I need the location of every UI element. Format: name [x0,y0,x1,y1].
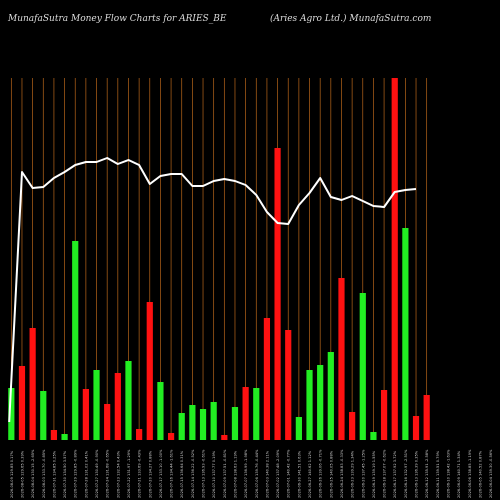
money-flow-bar [380,390,388,440]
x-tick-label: 2026-06-10 138.42 -1.63% [447,449,451,498]
price-line [8,157,417,423]
money-flow-bar [210,402,217,440]
price-line-path [8,157,417,423]
x-tick-label: 2026-07-30 134.50 3.57% [63,450,67,498]
bars [8,78,430,440]
money-flow-bar [370,432,377,440]
x-tick-label: 2026-08-03 133.70 -0.85% [42,449,46,498]
x-tick-label: 2026-07-07 136.99 -1.98% [244,449,248,498]
x-tick-label: 2026-08-05 129.65 0.39% [21,450,25,498]
money-flow-bar [295,417,302,440]
x-tick-label: 2026-07-13 136.93 -0.61% [202,449,206,498]
money-flow-bar [349,412,356,440]
money-flow-bar [263,318,271,440]
x-tick-label: 2026-06-06 138.85 -1.19% [468,449,472,498]
money-flow-bar [72,241,79,440]
money-flow-bar [50,430,58,440]
money-flow-bar [157,382,164,440]
money-flow-bar [231,407,239,440]
x-tick-label: 2026-06-20 137.45 -1.25% [361,449,365,498]
money-flow-bar [242,387,249,440]
x-tick-label: 2026-07-03 140.38 2.11% [265,450,269,498]
money-flow-bar [423,395,430,440]
x-tick-label: 2026-06-04 139.30 -0.56% [489,449,493,498]
money-flow-bar [104,404,111,440]
money-flow-bar [40,391,47,440]
money-flow-bar [114,373,121,440]
x-tick-label: 2026-06-18 137.07 -0.62% [383,449,387,498]
x-tick-label: 2026-07-10 137.77 0.19% [212,450,216,498]
x-tick-label: 2026-07-14 136.22 -0.52% [191,449,195,498]
x-tick-label: 2026-07-23 132.54 0.43% [116,450,120,498]
money-flow-bar [402,228,409,440]
money-flow-bar [285,330,292,440]
money-flow-bar [327,352,334,440]
money-flow-bar [253,388,260,440]
money-flow-bar [61,434,68,440]
money-flow-bar [317,365,324,440]
x-tick-label: 2026-06-13 136.39 0.35% [415,450,419,498]
money-flow-bar [8,388,15,440]
money-flow-bar [18,366,26,440]
x-tick-label: 2026-06-09 140.71 1.34% [457,450,461,498]
x-tick-label: 2026-07-29 129.85 -0.89% [74,449,78,498]
x-tick-label: 2026-08-09 129.85 0.17% [10,450,14,498]
x-tick-label: 2026-07-17 133.10 -1.00% [159,449,163,498]
money-flow-bar [338,278,345,440]
x-tick-label: 2026-06-26 139.06 -0.71% [319,449,323,498]
x-tick-label: 2026-06-17 137.92 3.72% [393,450,397,498]
x-tick-label: 2026-07-15 136.64 0.31% [180,450,184,498]
money-flow-bar [221,435,228,440]
x-tick-label: 2026-07-22 131.97 -1.29% [127,449,131,498]
x-tick-label: 2026-07-31 134.85 0.25% [52,450,56,498]
money-flow-bar [167,433,175,440]
x-tick-label: 2026-06-16 132.97 -2.51% [404,449,408,498]
x-axis-labels: 2026-08-09 129.85 0.17% 2026-08-05 129.65… [10,449,500,498]
x-tick-label: 2026-07-08 138.63 1.19% [234,450,238,498]
money-flow-bar [274,148,281,440]
money-flow-bar [125,361,132,440]
x-tick-label: 2026-06-19 139.19 1.55% [372,450,376,498]
money-flow-bar [199,409,207,440]
money-flow-bar [146,302,153,440]
x-tick-label: 2026-08-04 130.15 -2.65% [31,449,35,498]
x-tick-label: 2026-07-21 133.69 -0.43% [138,449,142,498]
x-tick-label: 2026-07-27 130.49 -0.90% [95,449,99,498]
x-tick-label: 2026-07-06 139.76 -0.44% [255,449,259,498]
x-tick-label: 2026-07-01 140.42 -0.77% [287,449,291,498]
x-tick-label: 2026-07-16 134.44 -1.61% [170,449,174,498]
money-flow-bar [178,413,185,440]
chart-title-left: MunafaSutra Money Flow Charts for ARIES_… [8,14,227,24]
x-tick-label: 2026-06-25 140.05 0.88% [329,450,333,498]
x-tick-label: 2026-07-09 137.51 -0.81% [223,449,227,498]
chart-title-right: (Aries Agro Ltd.) MunafaSutra.com [270,14,432,24]
x-tick-label: 2026-06-27 140.62 1.12% [308,450,312,498]
money-flow-bar [391,78,398,440]
money-flow-bar [359,293,366,440]
money-flow-bar [82,389,89,440]
money-flow-bar [136,429,143,440]
x-tick-label: 2026-06-30 141.51 0.63% [297,450,301,498]
x-tick-label: 2026-07-28 131.02 0.41% [84,450,88,498]
x-tick-label: 2026-06-12 135.91 -2.58% [425,449,429,498]
x-tick-label: 2026-06-11 139.51 0.79% [436,450,440,498]
money-flow-bar [189,405,196,440]
x-tick-label: 2026-06-24 138.83 -0.33% [340,449,344,498]
money-flow-bar [29,328,36,440]
x-tick-label: 2026-06-23 139.29 1.34% [351,450,355,498]
money-flow-bar [412,416,420,440]
x-tick-label: 2026-07-20 134.27 0.88% [148,450,152,498]
x-tick-label: 2026-06-05 140.52 0.87% [478,450,482,498]
x-tick-label: 2026-07-24 131.68 -0.65% [106,449,110,498]
money-flow-bar [306,370,313,440]
money-flow-bar [93,370,100,440]
x-tick-label: 2026-07-02 137.48 -2.09% [276,449,280,498]
